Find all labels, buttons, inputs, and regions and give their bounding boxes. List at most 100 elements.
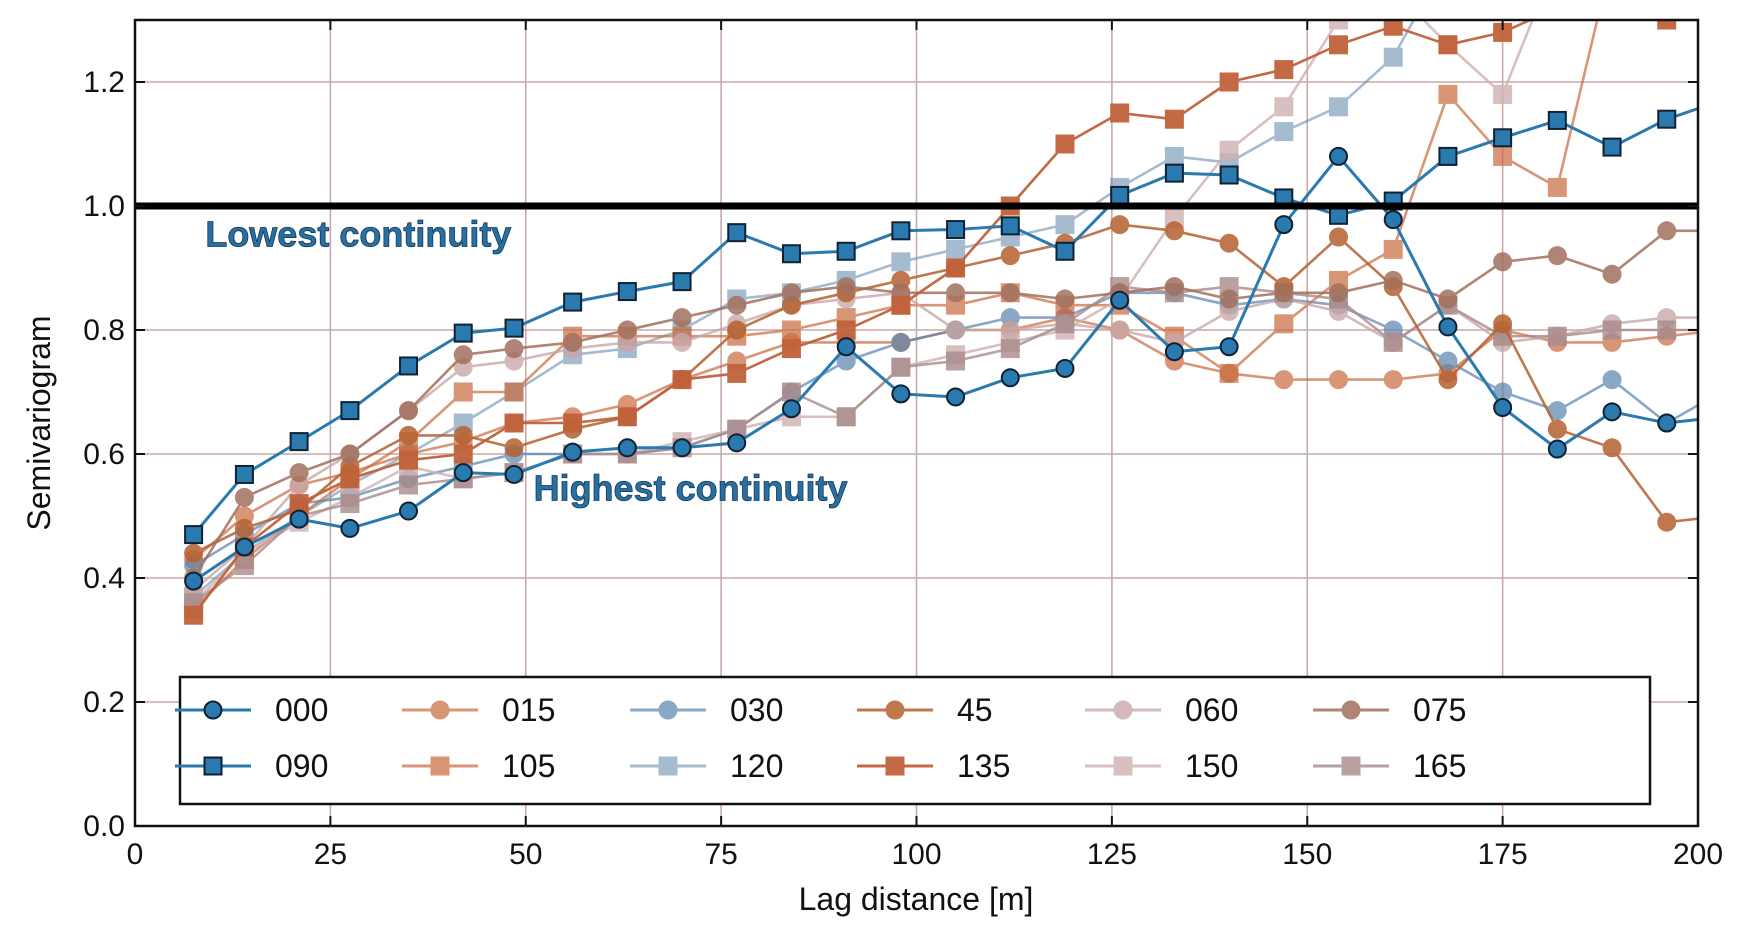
data-point-165 [1547, 326, 1567, 346]
data-point-105 [1219, 363, 1239, 383]
annotation-0: Lowest continuity [205, 213, 511, 254]
legend-entry-015: 015 [402, 692, 555, 728]
legend-swatch-120 [630, 756, 706, 776]
data-point-090 [836, 241, 856, 261]
y-tick-label: 0.2 [83, 686, 125, 719]
data-point-090 [1602, 137, 1622, 157]
legend-marker-120 [658, 756, 678, 776]
data-point-135 [1657, 20, 1677, 30]
legend-entry-45: 45 [857, 692, 993, 728]
legend-entry-090: 090 [175, 748, 328, 784]
data-point-150 [1493, 84, 1513, 104]
data-point-075 [1493, 252, 1513, 272]
data-point-135 [1219, 72, 1239, 92]
data-point-120 [1164, 146, 1184, 166]
data-point-075 [1274, 283, 1294, 303]
legend-label-105: 105 [502, 748, 555, 784]
data-point-000 [1219, 337, 1239, 357]
legend-label-060: 060 [1185, 692, 1238, 728]
data-point-075 [781, 283, 801, 303]
legend-marker-030 [658, 700, 678, 720]
data-point-120 [891, 252, 911, 272]
data-point-000 [727, 433, 747, 453]
legend-marker-015 [430, 700, 450, 720]
legend-entry-075: 075 [1313, 692, 1466, 728]
data-point-075 [617, 320, 637, 340]
data-point-000 [1713, 408, 1730, 425]
data-point-030 [1602, 370, 1622, 390]
data-point-45 [453, 425, 473, 445]
y-axis-label: Semivariogram [21, 315, 57, 530]
data-point-135 [289, 494, 309, 514]
data-point-45 [1219, 233, 1239, 253]
legend-swatch-135 [857, 756, 933, 776]
data-point-45 [1110, 215, 1130, 235]
legend-swatch-015 [402, 700, 478, 720]
legend-marker-090 [203, 756, 223, 776]
data-point-000 [891, 384, 911, 404]
data-point-090 [1164, 163, 1184, 183]
data-point-165 [1657, 320, 1677, 340]
series-layer [184, 12, 1730, 625]
data-point-090 [1493, 128, 1513, 148]
legend-swatch-165 [1313, 756, 1389, 776]
legend-label-090: 090 [275, 748, 328, 784]
data-point-075 [1713, 222, 1730, 239]
data-point-060 [946, 320, 966, 340]
legend-entry-105: 105 [402, 748, 555, 784]
data-point-075 [1000, 283, 1020, 303]
data-point-135 [563, 413, 583, 433]
data-point-165 [1602, 320, 1622, 340]
data-point-090 [1000, 216, 1020, 236]
data-point-075 [1657, 221, 1677, 241]
legend-swatch-105 [402, 756, 478, 776]
data-point-075 [1164, 277, 1184, 297]
legend: 000 015 030 45 060 075 090 105 120 135 150 165 [175, 675, 1652, 806]
data-point-000 [1657, 413, 1677, 433]
data-point-105 [1493, 146, 1513, 166]
data-point-090 [1438, 146, 1458, 166]
legend-swatch-45 [857, 700, 933, 720]
data-point-45 [1164, 221, 1184, 241]
data-point-135 [1713, 12, 1730, 29]
legend-swatch-000 [175, 700, 251, 720]
data-point-165 [1383, 332, 1403, 352]
data-point-135 [1329, 35, 1349, 55]
legend-swatch-060 [1085, 700, 1161, 720]
data-point-060 [672, 332, 692, 352]
data-point-135 [727, 363, 747, 383]
data-point-165 [1713, 322, 1730, 339]
data-point-075 [1329, 283, 1349, 303]
x-tick-label: 25 [314, 838, 347, 871]
legend-entry-060: 060 [1085, 692, 1238, 728]
data-point-060 [1110, 320, 1130, 340]
data-point-45 [1438, 370, 1458, 390]
data-point-135 [891, 295, 911, 315]
series-135 [184, 12, 1730, 625]
y-tick-label: 1.0 [83, 190, 125, 223]
legend-box [178, 675, 1652, 806]
data-point-135 [781, 339, 801, 359]
data-point-000 [453, 463, 473, 483]
data-point-000 [234, 537, 254, 557]
data-point-075 [672, 308, 692, 328]
data-point-090 [453, 323, 473, 343]
data-point-030 [1713, 384, 1730, 401]
legend-label-135: 135 [957, 748, 1010, 784]
legend-label-150: 150 [1185, 748, 1238, 784]
legend-label-45: 45 [957, 692, 993, 728]
data-point-000 [1383, 210, 1403, 230]
data-point-135 [504, 413, 524, 433]
data-point-000 [1438, 317, 1458, 337]
data-point-165 [399, 475, 419, 495]
data-point-075 [1602, 264, 1622, 284]
data-point-45 [504, 438, 524, 458]
data-point-105 [1274, 314, 1294, 334]
data-point-075 [234, 487, 254, 507]
data-point-000 [563, 442, 583, 462]
data-point-105 [453, 382, 473, 402]
data-point-135 [1164, 109, 1184, 129]
data-point-030 [1438, 351, 1458, 371]
data-point-090 [1547, 110, 1567, 130]
x-tick-label: 175 [1478, 838, 1528, 871]
